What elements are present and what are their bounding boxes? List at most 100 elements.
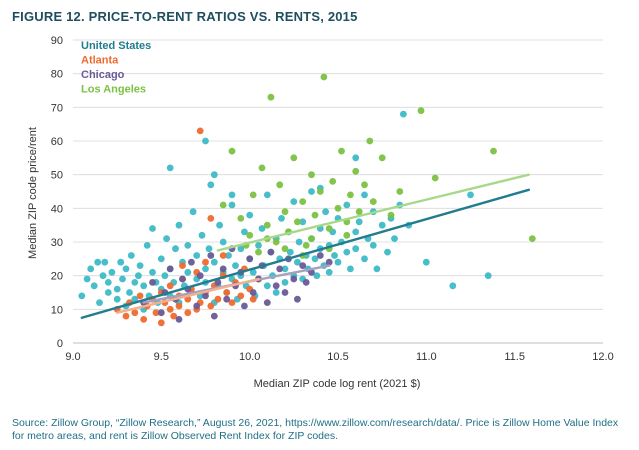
data-point-los-angeles (290, 154, 298, 162)
data-point-united-states (343, 248, 351, 256)
data-point-chicago (294, 295, 301, 303)
data-point-chicago (241, 302, 248, 310)
data-point-los-angeles (352, 167, 360, 175)
data-point-los-angeles (361, 181, 368, 189)
y-axis-label: Median ZIP code price/rent (27, 127, 39, 259)
data-point-chicago (157, 309, 165, 317)
data-point-atlanta (136, 292, 144, 300)
data-point-united-states (467, 191, 474, 199)
data-point-united-states (96, 299, 103, 306)
data-point-united-states (449, 282, 457, 290)
data-point-atlanta (196, 127, 204, 135)
data-point-los-angeles (267, 93, 275, 101)
data-point-united-states (104, 289, 112, 296)
data-point-united-states (249, 268, 257, 276)
data-point-atlanta (184, 309, 192, 317)
data-point-atlanta (166, 305, 174, 313)
data-point-chicago (249, 289, 257, 296)
data-point-chicago (276, 265, 284, 273)
data-point-atlanta (157, 319, 165, 327)
y-tick-label: 90 (51, 35, 63, 47)
data-point-united-states (127, 252, 135, 259)
data-point-atlanta (131, 309, 139, 317)
trendline-united-states (80, 188, 530, 319)
data-point-united-states (166, 164, 174, 172)
data-point-chicago (325, 258, 333, 266)
data-point-atlanta (249, 295, 257, 303)
data-point-united-states (122, 265, 130, 273)
y-tick-label: 50 (51, 170, 63, 182)
data-point-chicago (263, 299, 271, 306)
data-point-chicago (214, 279, 222, 286)
data-point-united-states (149, 268, 156, 276)
data-point-los-angeles (343, 231, 351, 239)
data-point-united-states (228, 191, 236, 199)
data-point-atlanta (202, 258, 209, 266)
data-point-united-states (290, 198, 298, 206)
data-point-los-angeles (311, 211, 319, 219)
data-point-united-states (484, 272, 492, 280)
data-point-united-states (216, 221, 224, 229)
data-point-united-states (113, 285, 121, 293)
y-tick-label: 10 (51, 304, 63, 316)
data-point-united-states (99, 272, 107, 280)
x-axis-label: Median ZIP code log rent (2021 $) (254, 378, 421, 390)
data-point-los-angeles (396, 188, 404, 195)
data-point-chicago (267, 248, 275, 256)
data-point-united-states (361, 191, 368, 199)
data-point-united-states (202, 265, 209, 273)
data-point-chicago (207, 252, 215, 259)
data-point-united-states (161, 272, 169, 280)
data-point-los-angeles (299, 198, 307, 206)
legend: United States Atlanta Chicago Los Angeles (81, 40, 151, 96)
data-point-chicago (302, 279, 310, 286)
x-tick-label: 10.0 (239, 351, 260, 363)
legend-item-atlanta: Atlanta (81, 55, 119, 67)
data-point-united-states (135, 272, 142, 280)
data-point-united-states (113, 295, 121, 303)
data-point-united-states (255, 242, 262, 249)
x-tick-label: 12.0 (592, 351, 613, 363)
data-point-united-states (202, 137, 209, 145)
data-point-chicago (246, 255, 254, 263)
data-point-chicago (219, 265, 227, 273)
data-point-united-states (108, 268, 116, 276)
data-point-united-states (422, 258, 430, 266)
data-point-atlanta (152, 309, 160, 317)
data-point-atlanta (140, 316, 148, 323)
data-point-united-states (347, 265, 354, 273)
data-point-united-states (228, 201, 236, 209)
data-point-chicago (188, 258, 195, 266)
data-point-los-angeles (378, 154, 386, 162)
data-point-los-angeles (228, 147, 236, 155)
data-point-united-states (219, 238, 227, 246)
data-point-united-states (352, 228, 360, 236)
data-point-united-states (258, 225, 266, 232)
data-point-united-states (308, 188, 315, 195)
x-tick-label: 11.5 (504, 351, 525, 363)
data-point-united-states (331, 252, 338, 259)
data-point-united-states (295, 238, 303, 246)
figure-title: FIGURE 12. PRICE-TO-RENT RATIOS VS. RENT… (12, 9, 358, 24)
data-point-united-states (294, 258, 301, 266)
y-tick-label: 40 (51, 203, 63, 215)
data-point-los-angeles (219, 201, 227, 209)
data-point-united-states (157, 255, 165, 263)
data-point-chicago (179, 275, 186, 283)
data-point-chicago (272, 282, 280, 290)
data-point-united-states (101, 258, 109, 266)
data-point-los-angeles (281, 245, 289, 253)
data-point-los-angeles (255, 248, 262, 256)
data-point-atlanta (219, 252, 227, 259)
data-point-los-angeles (325, 225, 333, 232)
data-point-united-states (87, 265, 95, 273)
y-tick-label: 20 (51, 271, 63, 283)
trendlines (80, 173, 530, 319)
data-point-chicago (149, 279, 156, 286)
data-point-united-states (117, 258, 125, 266)
data-point-chicago (175, 316, 183, 323)
data-point-united-states (140, 282, 148, 290)
data-point-atlanta (214, 295, 222, 303)
data-point-atlanta (228, 299, 236, 306)
data-point-united-states (355, 218, 363, 226)
